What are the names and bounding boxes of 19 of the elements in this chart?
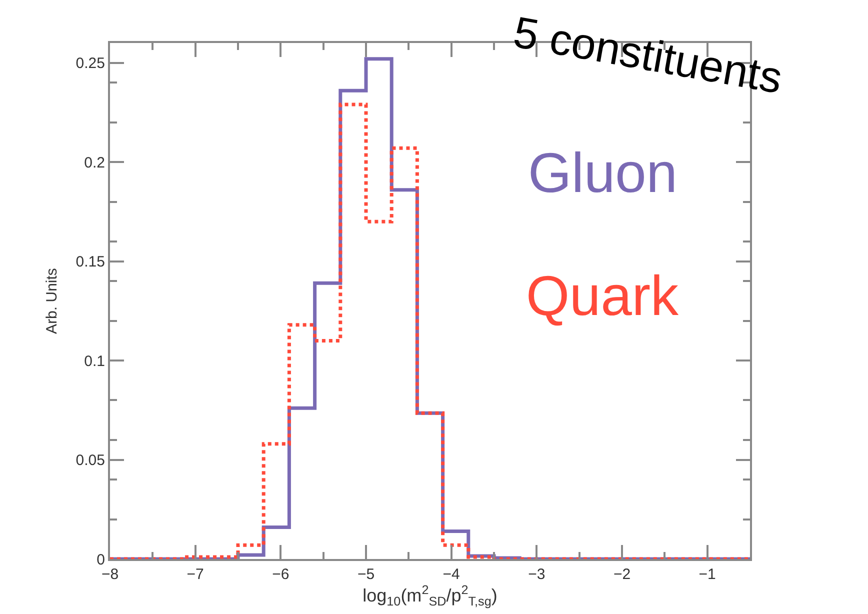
y-tick-label: 0.05	[76, 452, 105, 470]
y-tick-label: 0.25	[76, 55, 105, 72]
x-tick-label: −7	[186, 566, 204, 583]
x-tick-label: −1	[698, 566, 716, 583]
y-tick-label: 0.15	[76, 254, 105, 271]
y-axis-title: Arb. Units	[44, 268, 61, 334]
y-tick-label: 0.2	[84, 154, 105, 172]
chart-title: 5 constituents	[510, 8, 786, 104]
text: log$_{10}$(m$^{2}$$_{SD}$/p$^{2}$$_{T,sg}$)	[362, 583, 498, 608]
y-tick-label: 0.1	[84, 352, 105, 370]
x-tick-label: −4	[442, 566, 460, 583]
x-tick-label: −5	[357, 566, 375, 583]
y-tick-label: 0	[96, 551, 105, 568]
series-label: Gluon	[528, 141, 678, 204]
x-tick-label: −8	[101, 566, 119, 583]
x-tick-label: −3	[528, 566, 546, 583]
x-tick-label: −2	[613, 566, 631, 583]
series-label: Quark	[526, 264, 680, 327]
x-tick-label: −6	[272, 566, 290, 583]
